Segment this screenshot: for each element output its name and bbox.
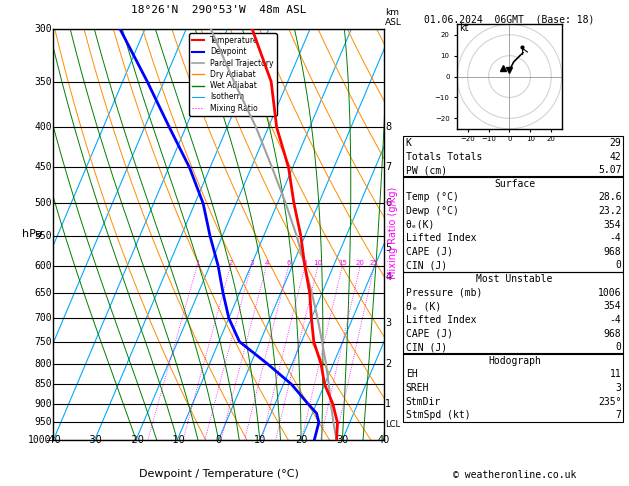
Text: Hodograph: Hodograph: [488, 356, 541, 366]
Text: 1: 1: [195, 260, 199, 265]
Text: 350: 350: [34, 77, 52, 87]
Text: Totals Totals: Totals Totals: [406, 152, 482, 162]
Text: -4: -4: [610, 233, 621, 243]
Text: 42: 42: [610, 152, 621, 162]
Text: 968: 968: [604, 247, 621, 257]
Text: Lifted Index: Lifted Index: [406, 315, 476, 325]
Text: 2: 2: [228, 260, 233, 265]
Text: hPa: hPa: [22, 229, 42, 240]
Text: 8: 8: [386, 122, 391, 132]
Text: 28.6: 28.6: [598, 192, 621, 203]
Text: kt: kt: [459, 22, 469, 33]
Text: PW (cm): PW (cm): [406, 165, 447, 175]
Text: 354: 354: [604, 220, 621, 230]
Text: 600: 600: [34, 260, 52, 271]
Text: θₑ(K): θₑ(K): [406, 220, 435, 230]
Text: 10: 10: [253, 434, 266, 445]
Text: 2: 2: [386, 359, 392, 369]
Text: 30: 30: [337, 434, 348, 445]
Text: 1: 1: [386, 399, 391, 409]
Text: 6: 6: [386, 198, 391, 208]
Text: 10: 10: [313, 260, 323, 265]
Text: 5.07: 5.07: [598, 165, 621, 175]
Text: -20: -20: [128, 434, 144, 445]
Text: Mixing Ratio (g/kg): Mixing Ratio (g/kg): [388, 187, 398, 279]
Text: 4: 4: [386, 272, 391, 282]
Text: Most Unstable: Most Unstable: [476, 274, 553, 284]
Text: StmSpd (kt): StmSpd (kt): [406, 410, 470, 420]
Text: 450: 450: [34, 162, 52, 173]
Text: Dewp (°C): Dewp (°C): [406, 206, 459, 216]
Text: km
ASL: km ASL: [386, 8, 402, 27]
Text: 15: 15: [338, 260, 347, 265]
Text: K: K: [406, 138, 411, 148]
Text: 968: 968: [604, 329, 621, 339]
Text: 0: 0: [616, 342, 621, 352]
Text: 40: 40: [377, 434, 390, 445]
Text: 500: 500: [34, 198, 52, 208]
Text: 3: 3: [249, 260, 253, 265]
Text: 7: 7: [386, 162, 392, 173]
Text: Temp (°C): Temp (°C): [406, 192, 459, 203]
Text: 800: 800: [34, 359, 52, 369]
Text: -4: -4: [610, 315, 621, 325]
Text: Pressure (mb): Pressure (mb): [406, 288, 482, 298]
Text: 0: 0: [216, 434, 221, 445]
Text: © weatheronline.co.uk: © weatheronline.co.uk: [453, 470, 576, 480]
Text: -30: -30: [87, 434, 103, 445]
Text: 5: 5: [386, 243, 392, 253]
Text: CIN (J): CIN (J): [406, 260, 447, 271]
Text: 850: 850: [34, 380, 52, 389]
Legend: Temperature, Dewpoint, Parcel Trajectory, Dry Adiabat, Wet Adiabat, Isotherm, Mi: Temperature, Dewpoint, Parcel Trajectory…: [189, 33, 277, 116]
Text: 0: 0: [616, 260, 621, 271]
Text: 18°26'N  290°53'W  48m ASL: 18°26'N 290°53'W 48m ASL: [131, 4, 306, 15]
Text: 750: 750: [34, 337, 52, 347]
Text: 950: 950: [34, 417, 52, 427]
Text: 900: 900: [34, 399, 52, 409]
Text: Surface: Surface: [494, 179, 535, 189]
Text: EH: EH: [406, 369, 418, 380]
Text: 20: 20: [356, 260, 365, 265]
Text: CAPE (J): CAPE (J): [406, 247, 453, 257]
Text: LCL: LCL: [386, 419, 401, 429]
Text: 650: 650: [34, 288, 52, 298]
Text: 23.2: 23.2: [598, 206, 621, 216]
Text: 3: 3: [616, 383, 621, 393]
Text: 300: 300: [34, 24, 52, 34]
Text: StmDir: StmDir: [406, 397, 441, 407]
Text: CIN (J): CIN (J): [406, 342, 447, 352]
Text: Dewpoint / Temperature (°C): Dewpoint / Temperature (°C): [138, 469, 299, 479]
Text: 1006: 1006: [598, 288, 621, 298]
Text: 235°: 235°: [598, 397, 621, 407]
Text: 400: 400: [34, 122, 52, 132]
Text: -10: -10: [169, 434, 185, 445]
Text: 6: 6: [286, 260, 291, 265]
Text: 4: 4: [264, 260, 269, 265]
Text: 3: 3: [386, 318, 391, 328]
Text: Lifted Index: Lifted Index: [406, 233, 476, 243]
Text: 7: 7: [616, 410, 621, 420]
Text: 20: 20: [295, 434, 308, 445]
Text: 8: 8: [303, 260, 308, 265]
Text: 354: 354: [604, 301, 621, 312]
Text: 700: 700: [34, 313, 52, 323]
Text: SREH: SREH: [406, 383, 429, 393]
Text: CAPE (J): CAPE (J): [406, 329, 453, 339]
Text: 550: 550: [34, 231, 52, 241]
Text: -40: -40: [45, 434, 62, 445]
Text: 11: 11: [610, 369, 621, 380]
Text: θₑ (K): θₑ (K): [406, 301, 441, 312]
Text: 1000: 1000: [28, 435, 52, 445]
Text: 29: 29: [610, 138, 621, 148]
Text: 25: 25: [370, 260, 379, 265]
Text: 01.06.2024  06GMT  (Base: 18): 01.06.2024 06GMT (Base: 18): [425, 15, 594, 25]
